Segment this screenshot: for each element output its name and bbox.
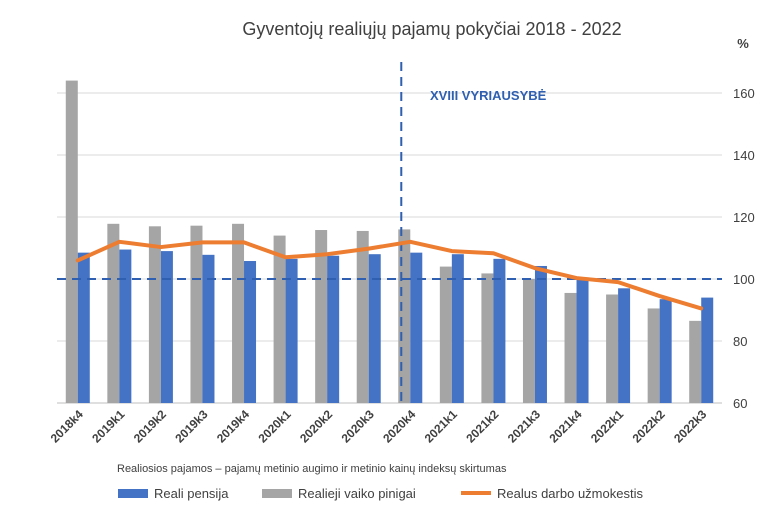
- chart-title: Gyventojų realiųjų pajamų pokyčiai 2018 …: [242, 19, 621, 39]
- x-tick-label: 2022k2: [630, 407, 668, 445]
- y-tick-label: 60: [733, 396, 747, 411]
- line-point-wage: [533, 266, 537, 270]
- x-tick-label: 2022k3: [671, 407, 709, 445]
- bars: [65, 80, 714, 403]
- y-tick-label: 80: [733, 334, 747, 349]
- legend-wage: Realus darbo užmokestis: [461, 486, 643, 501]
- x-tick-label: 2018k4: [48, 407, 86, 445]
- x-tick-label: 2019k4: [214, 407, 252, 445]
- legend-child-benefit-label: Realieji vaiko pinigai: [298, 486, 416, 501]
- line-point-wage: [658, 294, 662, 298]
- legend-pension-label: Reali pensija: [154, 486, 229, 501]
- line-point-wage: [367, 247, 371, 251]
- bar-pension: [659, 299, 672, 403]
- line-point-wage: [284, 255, 288, 259]
- bar-child-benefit: [190, 225, 203, 403]
- bar-pension: [368, 254, 381, 403]
- legend-child-benefit-swatch: [262, 489, 292, 498]
- bar-child-benefit: [232, 223, 245, 403]
- bar-child-benefit: [356, 230, 369, 403]
- bar-pension: [493, 258, 506, 403]
- legend: Reali pensija Realieji vaiko pinigai Realu…: [118, 486, 643, 501]
- line-wage: [75, 239, 704, 311]
- bar-pension: [119, 249, 132, 403]
- x-tick-label: 2020k4: [380, 407, 418, 445]
- bar-pension: [244, 261, 257, 403]
- line-point-wage: [408, 240, 412, 244]
- y-axis-unit: %: [737, 36, 749, 51]
- bar-pension: [618, 288, 631, 403]
- bar-child-benefit: [522, 279, 535, 403]
- government-annotation: XVIII VYRIAUSYBĖ: [430, 88, 547, 103]
- line-point-wage: [159, 245, 163, 249]
- legend-wage-label: Realus darbo užmokestis: [497, 486, 643, 501]
- bar-child-benefit: [315, 230, 328, 403]
- line-point-wage: [616, 280, 620, 284]
- bar-pension: [285, 258, 298, 403]
- bar-child-benefit: [148, 226, 161, 403]
- y-tick-label: 140: [733, 148, 755, 163]
- x-tick-label: 2021k1: [422, 407, 460, 445]
- x-tick-label: 2019k3: [172, 407, 210, 445]
- line-point-wage: [242, 240, 246, 244]
- bar-child-benefit: [439, 266, 452, 403]
- line-point-wage: [491, 251, 495, 255]
- line-point-wage: [76, 258, 80, 262]
- line-point-wage: [200, 240, 204, 244]
- line-point-wage: [699, 306, 703, 310]
- bar-pension: [160, 251, 173, 403]
- legend-child-benefit: Realieji vaiko pinigai: [262, 486, 416, 501]
- bar-pension: [451, 254, 464, 403]
- bar-child-benefit: [606, 294, 619, 403]
- x-tick-label: 2019k2: [131, 407, 169, 445]
- legend-pension-swatch: [118, 489, 148, 498]
- chart-note: Realiosios pajamos – pajamų metinio augi…: [117, 463, 507, 475]
- bar-child-benefit: [273, 235, 286, 403]
- x-tick-label: 2020k1: [255, 407, 293, 445]
- x-axis-ticks: 2018k4 2019k1 2019k2 2019k3 2019k4 2020k1 2020…: [48, 407, 710, 445]
- y-tick-label: 120: [733, 210, 755, 225]
- x-tick-label: 2021k4: [546, 407, 584, 445]
- wage-line-series: [75, 239, 704, 311]
- bar-pension: [202, 254, 215, 403]
- bar-child-benefit: [564, 292, 577, 403]
- x-tick-label: 2019k1: [89, 407, 127, 445]
- bar-pension: [410, 252, 423, 403]
- x-tick-label: 2021k2: [463, 407, 501, 445]
- legend-pension: Reali pensija: [118, 486, 229, 501]
- bar-child-benefit: [65, 80, 78, 403]
- x-tick-label: 2020k2: [297, 407, 335, 445]
- bar-pension: [77, 252, 90, 403]
- y-axis-ticks: 60 80 100 120 140 160: [733, 86, 755, 411]
- bar-child-benefit: [107, 223, 120, 403]
- bar-pension: [327, 255, 340, 403]
- bar-child-benefit: [481, 273, 494, 403]
- bar-child-benefit: [398, 229, 411, 403]
- x-tick-label: 2021k3: [505, 407, 543, 445]
- y-tick-label: 160: [733, 86, 755, 101]
- x-tick-label: 2022k1: [588, 407, 626, 445]
- line-point-wage: [575, 276, 579, 280]
- bar-child-benefit: [689, 320, 702, 403]
- bar-pension: [701, 297, 714, 403]
- line-point-wage: [325, 252, 329, 256]
- bar-pension: [576, 277, 589, 403]
- bar-pension: [534, 265, 547, 403]
- y-tick-label: 100: [733, 272, 755, 287]
- line-point-wage: [117, 240, 121, 244]
- bar-child-benefit: [647, 308, 660, 403]
- x-tick-label: 2020k3: [339, 407, 377, 445]
- line-point-wage: [450, 249, 454, 253]
